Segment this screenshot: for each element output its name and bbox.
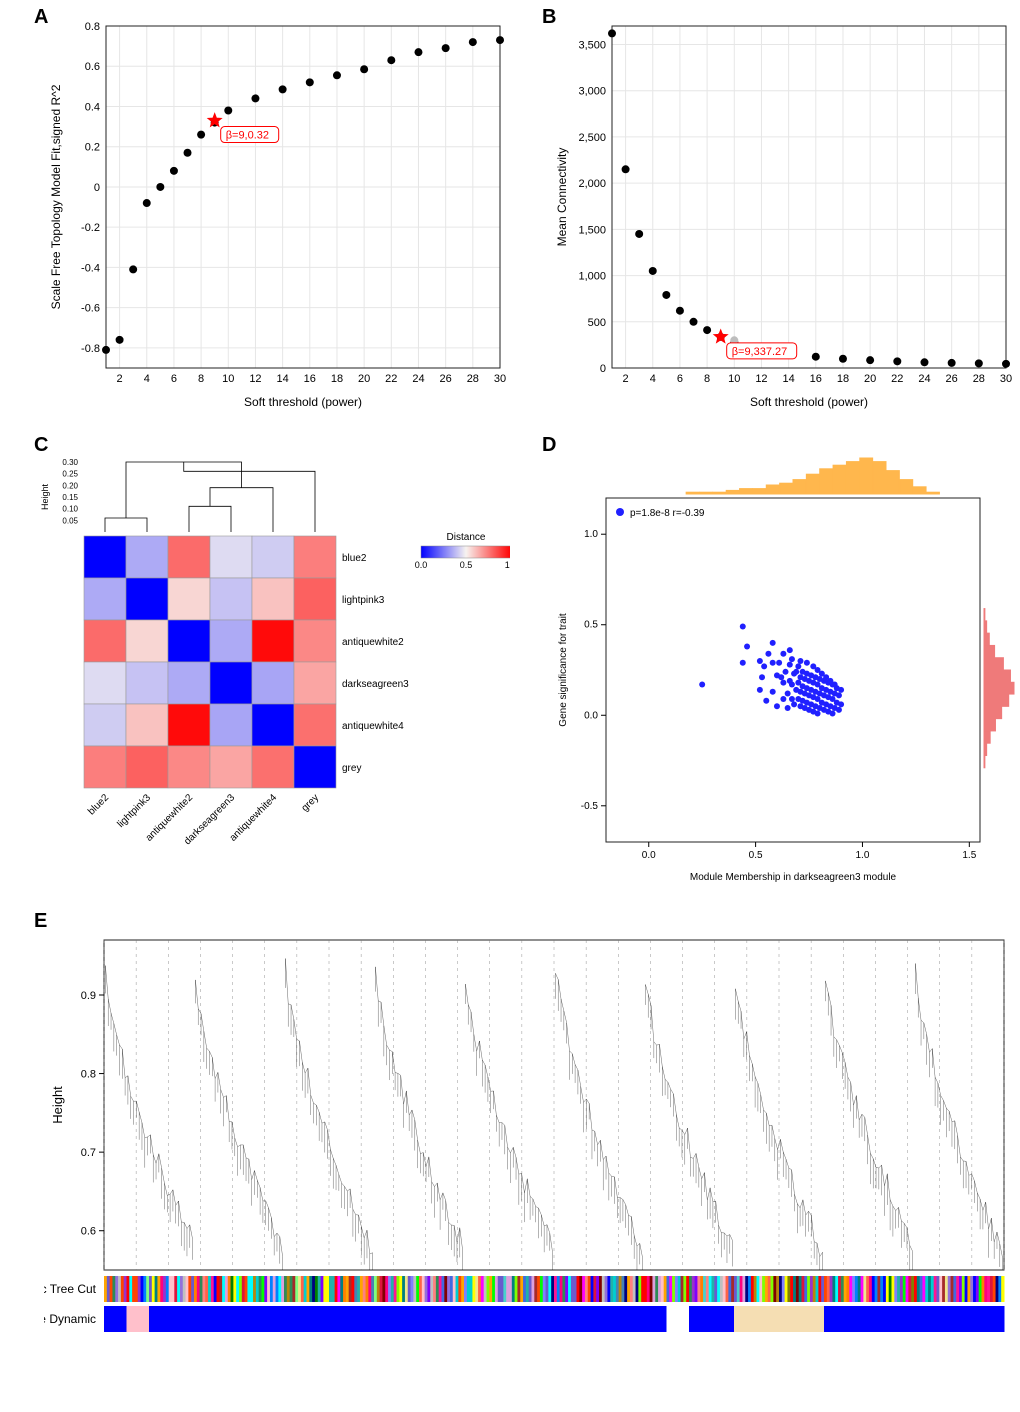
svg-text:1.0: 1.0 (856, 850, 870, 861)
svg-text:2: 2 (623, 373, 629, 385)
svg-text:Scale Free Topology Model Fit,: Scale Free Topology Model Fit,signed R^2 (49, 84, 63, 309)
svg-text:antiquewhite2: antiquewhite2 (342, 637, 404, 648)
svg-text:0.5: 0.5 (460, 560, 473, 570)
svg-text:0.30: 0.30 (62, 458, 78, 467)
svg-text:2,000: 2,000 (578, 178, 606, 190)
svg-text:2,500: 2,500 (578, 132, 606, 144)
svg-text:0.25: 0.25 (62, 470, 78, 479)
svg-text:2: 2 (117, 373, 123, 385)
svg-text:20: 20 (358, 373, 370, 385)
chart-e: 0.6 0.7 0.8 0.9 Height Dynamic Tree Cut Merge … (44, 930, 1014, 1410)
svg-text:0.15: 0.15 (62, 493, 78, 502)
svg-text:antiquewhite4: antiquewhite4 (342, 721, 404, 732)
svg-text:1.0: 1.0 (505, 560, 510, 570)
chart-a: 24681012141618202224262830-0.8-0.6-0.4-0… (44, 12, 514, 412)
svg-text:0: 0 (600, 363, 606, 375)
svg-text:0.8: 0.8 (85, 21, 100, 33)
svg-text:24: 24 (918, 373, 930, 385)
chart-c: 0.050.100.150.200.250.30Heightblue2light… (30, 448, 510, 908)
svg-text:0.6: 0.6 (85, 61, 100, 73)
svg-text:0: 0 (94, 182, 100, 194)
svg-text:-0.4: -0.4 (81, 262, 100, 274)
svg-text:0.0: 0.0 (415, 560, 428, 570)
svg-text:0.05: 0.05 (62, 516, 78, 525)
svg-text:β=9,0.32: β=9,0.32 (226, 130, 269, 142)
svg-text:28: 28 (973, 373, 985, 385)
svg-text:10: 10 (222, 373, 234, 385)
svg-text:0.0: 0.0 (584, 710, 598, 721)
svg-text:3,500: 3,500 (578, 39, 606, 51)
svg-text:22: 22 (385, 373, 397, 385)
svg-text:Soft threshold (power): Soft threshold (power) (244, 395, 362, 409)
svg-text:6: 6 (677, 373, 683, 385)
svg-text:lightpink3: lightpink3 (115, 792, 153, 830)
svg-text:Gene significance for trait: Gene significance for trait (558, 613, 569, 727)
svg-text:0.20: 0.20 (62, 481, 78, 490)
svg-text:blue2: blue2 (342, 553, 367, 564)
svg-text:0.4: 0.4 (85, 101, 100, 113)
svg-text:0.6: 0.6 (81, 1226, 96, 1238)
svg-text:grey: grey (300, 792, 322, 814)
svg-text:8: 8 (198, 373, 204, 385)
svg-text:26: 26 (440, 373, 452, 385)
svg-text:p=1.8e-8 r=-0.39: p=1.8e-8 r=-0.39 (630, 508, 705, 519)
svg-text:1.0: 1.0 (584, 529, 598, 540)
svg-text:16: 16 (810, 373, 822, 385)
svg-text:14: 14 (782, 373, 794, 385)
svg-text:26: 26 (946, 373, 958, 385)
svg-text:-0.5: -0.5 (581, 801, 599, 812)
svg-text:18: 18 (331, 373, 343, 385)
svg-text:30: 30 (494, 373, 506, 385)
svg-text:Distance: Distance (447, 532, 486, 543)
svg-text:0.9: 0.9 (81, 990, 96, 1002)
svg-text:16: 16 (304, 373, 316, 385)
svg-text:grey: grey (342, 763, 361, 774)
svg-text:30: 30 (1000, 373, 1012, 385)
svg-text:14: 14 (276, 373, 288, 385)
svg-text:6: 6 (171, 373, 177, 385)
chart-b: 2468101214161820222426283005001,0001,500… (550, 12, 1020, 412)
svg-text:-0.2: -0.2 (81, 222, 100, 234)
svg-text:-0.8: -0.8 (81, 343, 100, 355)
svg-text:Height: Height (40, 483, 50, 510)
svg-text:-0.6: -0.6 (81, 303, 100, 315)
svg-text:10: 10 (728, 373, 740, 385)
svg-text:24: 24 (412, 373, 424, 385)
svg-text:12: 12 (249, 373, 261, 385)
svg-text:0.7: 0.7 (81, 1147, 96, 1159)
svg-text:28: 28 (467, 373, 479, 385)
svg-text:0.8: 0.8 (81, 1069, 96, 1081)
svg-text:0.10: 0.10 (62, 505, 78, 514)
svg-text:1,000: 1,000 (578, 271, 606, 283)
svg-text:8: 8 (704, 373, 710, 385)
svg-text:4: 4 (650, 373, 656, 385)
svg-text:0.2: 0.2 (85, 142, 100, 154)
svg-text:Module Membership in darkseagr: Module Membership in darkseagreen3 modul… (690, 872, 897, 883)
svg-text:0.5: 0.5 (749, 850, 763, 861)
svg-text:1.5: 1.5 (962, 850, 976, 861)
svg-text:20: 20 (864, 373, 876, 385)
svg-text:lightpink3: lightpink3 (342, 595, 385, 606)
svg-text:3,000: 3,000 (578, 86, 606, 98)
svg-text:β=9,337.27: β=9,337.27 (732, 346, 788, 358)
svg-text:18: 18 (837, 373, 849, 385)
svg-text:0.5: 0.5 (584, 620, 598, 631)
svg-text:500: 500 (588, 317, 606, 329)
chart-d: 0.0 0.5 1.0 1.5 -0.5 0.0 0.5 1.0 p=1.8e-8 r=-0.3… (550, 448, 1020, 888)
svg-text:4: 4 (144, 373, 150, 385)
svg-text:Merge Dynamic: Merge Dynamic (44, 1312, 96, 1326)
svg-text:Soft threshold (power): Soft threshold (power) (750, 395, 868, 409)
svg-text:Mean Connectivity: Mean Connectivity (555, 148, 569, 247)
svg-text:Height: Height (50, 1086, 65, 1124)
svg-text:Dynamic Tree Cut: Dynamic Tree Cut (44, 1282, 97, 1296)
svg-text:darkseagreen3: darkseagreen3 (342, 679, 409, 690)
svg-text:blue2: blue2 (86, 792, 111, 817)
svg-text:1,500: 1,500 (578, 224, 606, 236)
svg-text:0.0: 0.0 (642, 850, 656, 861)
svg-text:22: 22 (891, 373, 903, 385)
svg-text:12: 12 (755, 373, 767, 385)
